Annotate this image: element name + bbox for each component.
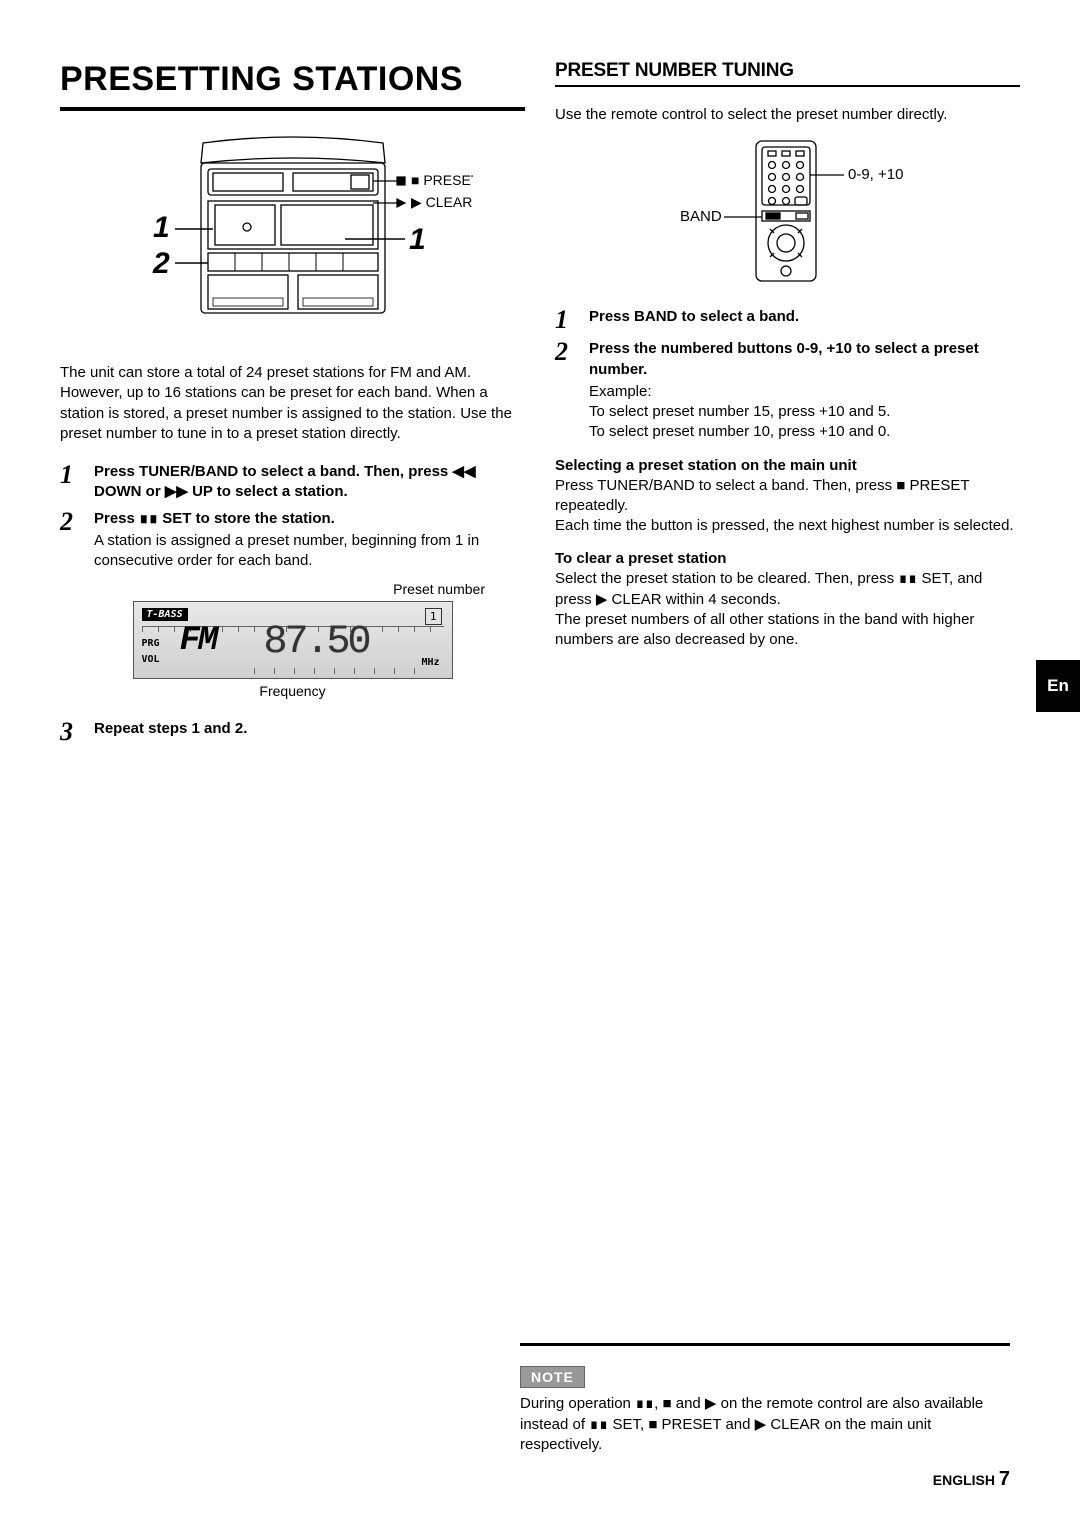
- stereo-diagram: ■ PRESET ▶ CLEAR 1 2 1: [60, 133, 525, 343]
- page-title: PRESETTING STATIONS: [60, 60, 525, 99]
- remote-diagram: 0-9, +10 BAND: [555, 135, 1020, 285]
- note-text: During operation ∎∎, ■ and ▶ on the remo…: [520, 1394, 1010, 1455]
- right-step-2: 2 Press the numbered buttons 0-9, +10 to…: [555, 339, 1020, 442]
- label-preset: ■ PRESET: [411, 172, 473, 188]
- title-rule: [60, 107, 525, 111]
- right-step-1: 1 Press BAND to select a band.: [555, 307, 1020, 333]
- left-intro: The unit can store a total of 24 preset …: [60, 363, 525, 444]
- sec-select-title: Selecting a preset station on the main u…: [555, 457, 1020, 474]
- sec-select-body: Press TUNER/BAND to select a band. Then,…: [555, 476, 1020, 537]
- sec-clear-body: Select the preset station to be cleared.…: [555, 569, 1020, 650]
- page-footer: ENGLISH 7: [933, 1468, 1010, 1491]
- step-1: 1 Press TUNER/BAND to select a band. The…: [60, 462, 525, 503]
- sec-clear-title: To clear a preset station: [555, 550, 1020, 567]
- label-clear: ▶ CLEAR: [411, 194, 472, 210]
- label-numkeys: 0-9, +10: [848, 166, 903, 183]
- lcd-display: Preset number T-BASS PRG VOL FM 87.50 MH…: [60, 581, 525, 699]
- note-label: NOTE: [520, 1366, 585, 1388]
- sub-heading: PRESET NUMBER TUNING: [555, 60, 1020, 87]
- step-2: 2 Press ∎∎ SET to store the station. A s…: [60, 509, 525, 572]
- language-tab: En: [1036, 660, 1080, 712]
- callout-1-left: 1: [153, 211, 170, 244]
- callout-1-right: 1: [409, 223, 426, 256]
- step-3: 3 Repeat steps 1 and 2.: [60, 719, 525, 745]
- note-section: NOTE During operation ∎∎, ■ and ▶ on the…: [520, 1343, 1010, 1455]
- callout-2-left: 2: [152, 247, 170, 280]
- label-band: BAND: [680, 208, 722, 225]
- right-intro: Use the remote control to select the pre…: [555, 105, 1020, 125]
- left-column: PRESETTING STATIONS: [60, 60, 525, 751]
- right-column: PRESET NUMBER TUNING Use the remote cont…: [555, 60, 1020, 751]
